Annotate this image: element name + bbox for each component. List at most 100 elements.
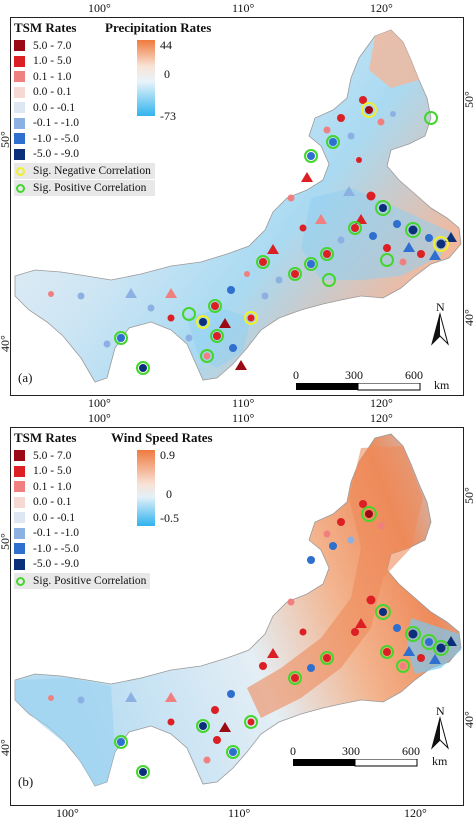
tsm-stations-b (48, 500, 457, 776)
sig-correlation-rings-a (114, 102, 449, 375)
lon-tick-bottom-120: 120° (370, 396, 393, 410)
tsm-swatch (14, 543, 25, 555)
sig-negative-label: Sig. Negative Correlation (33, 165, 151, 177)
lon-tick-top-100: 100° (88, 411, 111, 425)
precip-warm-east-a (369, 30, 419, 88)
tsm-class-label: -1.0 - -5.0 (33, 542, 79, 555)
wind-blue-west-b (15, 678, 115, 786)
lon-tick-top-110: 110° (232, 1, 255, 15)
colorbar-min-label: -0.5 (160, 511, 179, 525)
scale-unit: km (434, 378, 450, 392)
tsm-class-row: -1.0 - -5.0 (14, 131, 155, 147)
tsm-swatch (14, 558, 25, 570)
tsm-swatch (14, 117, 25, 129)
wind-orange-ridge-b (247, 446, 423, 718)
region-map-a (14, 29, 462, 383)
tsm-swatch (14, 71, 25, 83)
sig-correlation-rings-b (114, 506, 449, 779)
tsm-class-row: 0.0 - -0.1 (14, 510, 150, 526)
tsm-class-row: 1.0 - 5.0 (14, 54, 155, 70)
tsm-class-label: 1.0 - 5.0 (33, 55, 72, 68)
inner-mongolia-outline-b (14, 433, 462, 787)
sig-positive-legend: Sig. Positive Correlation (14, 180, 155, 196)
colorbar-zero-label: 0 (166, 487, 172, 501)
scale-unit: km (432, 754, 448, 768)
sig-negative-legend: Sig. Negative Correlation (14, 163, 155, 179)
tsm-class-row: -0.1 - -1.0 (14, 526, 150, 542)
tsm-stations-a (48, 96, 457, 372)
lon-tick-bottom-110: 110° (232, 396, 255, 410)
north-label: N (436, 704, 445, 718)
scale-bar-a (296, 383, 421, 391)
tsm-swatch (14, 465, 25, 477)
scale-label-0: 0 (290, 744, 296, 758)
colorbar-min-label: -73 (160, 109, 176, 123)
tsm-class-row: 1.0 - 5.0 (14, 464, 150, 480)
tsm-class-label: 0.1 - 1.0 (33, 480, 72, 493)
scale-label-300: 300 (342, 744, 360, 758)
tsm-swatch (14, 527, 25, 539)
tsm-class-row: -5.0 - -9.0 (14, 147, 155, 163)
panel-a: 100° 110° 120° 100° 110° 120° 50° 40° 50… (0, 0, 474, 410)
tsm-class-label: 0.0 - 0.1 (33, 496, 72, 509)
scale-label-600: 600 (405, 368, 423, 382)
map-frame-b (10, 427, 464, 806)
precip-colorbar-title: Precipitation Rates (105, 20, 212, 35)
panel-b: 100° 110° 120° 100° 110° 120° 50° 40° 50… (0, 410, 474, 820)
tsm-class-label: 0.0 - 0.1 (33, 86, 72, 99)
tsm-swatch (14, 55, 25, 67)
lon-tick-bottom-120: 120° (404, 806, 427, 820)
tsm-class-label: -0.1 - -1.0 (33, 117, 79, 130)
tsm-class-row: 5.0 - 7.0 (14, 38, 155, 54)
tsm-swatch (14, 133, 25, 145)
inner-mongolia-outline-a (14, 29, 462, 383)
tsm-class-label: -0.1 - -1.0 (33, 527, 79, 540)
scale-label-300: 300 (345, 368, 363, 382)
colorbar-zero-label: 0 (164, 67, 170, 81)
tsm-swatch (14, 102, 25, 114)
lon-tick-top-120: 120° (370, 411, 393, 425)
tsm-swatch (14, 496, 25, 508)
scale-label-600: 600 (402, 744, 420, 758)
scale-label-0: 0 (293, 368, 299, 382)
tsm-legend-b: TSM Rates 5.0 - 7.0 1.0 - 5.0 0.1 - 1.0 … (14, 430, 151, 589)
lon-tick-bottom-110: 110° (228, 806, 251, 820)
tsm-swatch (14, 40, 25, 52)
tsm-legend-title: TSM Rates (14, 430, 77, 445)
wind-colorbar (137, 450, 155, 526)
tsm-class-row: -5.0 - -9.0 (14, 557, 150, 573)
map-frame-a (10, 17, 464, 396)
tsm-class-label: 0.0 - -0.1 (33, 511, 76, 524)
tsm-class-label: -5.0 - -9.0 (33, 558, 79, 571)
tsm-class-label: 1.0 - 5.0 (33, 465, 72, 478)
panel-label-b: (b) (18, 774, 34, 789)
tsm-class-label: 0.0 - -0.1 (33, 101, 76, 114)
sig-positive-label: Sig. Positive Correlation (33, 182, 147, 194)
tsm-class-row: 0.0 - -0.1 (14, 100, 155, 116)
tsm-class-label: 0.1 - 1.0 (33, 70, 72, 83)
scale-bar-b (293, 759, 418, 767)
lon-tick-top-120: 120° (370, 1, 393, 15)
tsm-swatch (14, 86, 25, 98)
north-arrow-icon (431, 312, 449, 346)
tsm-swatch (14, 450, 25, 462)
tsm-swatch (14, 481, 25, 493)
tsm-class-row: 0.0 - 0.1 (14, 495, 150, 511)
sig-positive-ring-icon (16, 576, 25, 586)
panel-label-a: (a) (18, 370, 33, 385)
tsm-class-label: -1.0 - -5.0 (33, 132, 79, 145)
tsm-swatch (14, 512, 25, 524)
sig-positive-legend: Sig. Positive Correlation (14, 573, 151, 589)
tsm-swatch (14, 148, 25, 160)
north-arrow-icon (431, 716, 449, 750)
tsm-legend-a: TSM Rates 5.0 - 7.0 1.0 - 5.0 0.1 - 1.0 … (14, 20, 155, 196)
sig-positive-ring-icon (16, 183, 25, 193)
tsm-class-row: 0.1 - 1.0 (14, 69, 155, 85)
colorbar-max-label: 44 (160, 38, 172, 52)
tsm-class-row: -0.1 - -1.0 (14, 116, 155, 132)
tsm-class-row: -1.0 - -5.0 (14, 541, 150, 557)
lon-tick-top-100: 100° (88, 1, 111, 15)
north-label: N (436, 300, 445, 314)
tsm-class-row: 0.1 - 1.0 (14, 479, 150, 495)
lon-tick-bottom-100: 100° (88, 396, 111, 410)
